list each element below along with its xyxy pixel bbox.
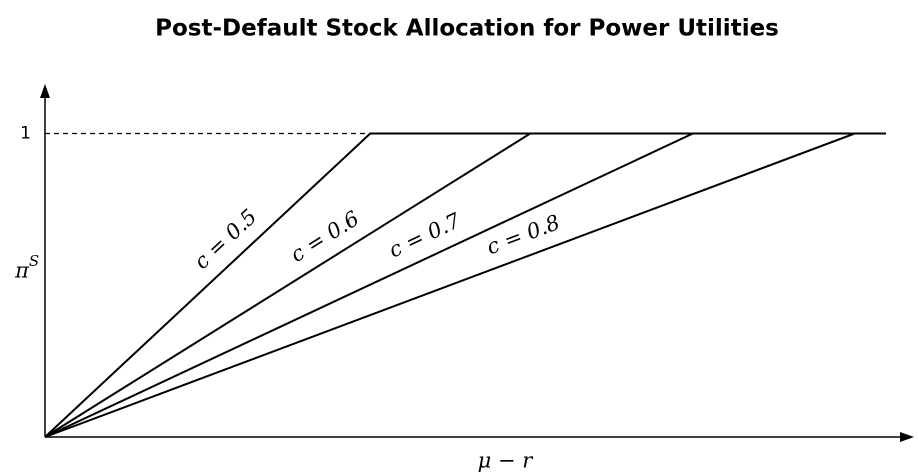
series-line — [44, 132, 886, 438]
chart-title: Post-Default Stock Allocation for Power … — [155, 16, 779, 42]
series-line — [44, 132, 886, 438]
y-axis-label-superscript: S — [29, 252, 39, 270]
x-axis-label: μ − r — [478, 449, 535, 473]
y-tick-label: 1 — [20, 124, 31, 144]
y-axis-arrow — [40, 84, 50, 98]
series-line — [44, 132, 886, 438]
series-line — [44, 132, 886, 438]
y-axis-label: π — [14, 259, 30, 283]
series-label: c = 0.8 — [483, 210, 563, 259]
series-label: c = 0.6 — [286, 206, 363, 267]
series-label: c = 0.5 — [189, 204, 261, 273]
x-axis-arrow — [900, 432, 914, 442]
